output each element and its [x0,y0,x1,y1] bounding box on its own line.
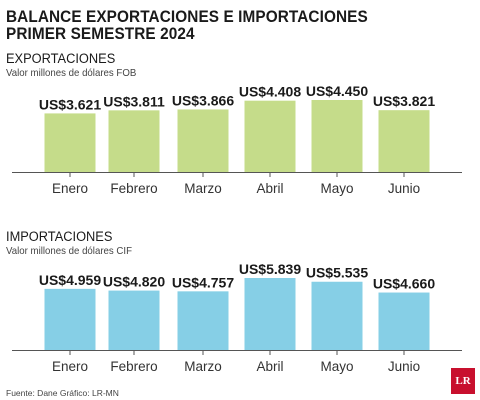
lr-logo: LR [451,368,475,394]
chart-title-line2: PRIMER SEMESTRE 2024 [6,25,195,43]
chart-title: BALANCE EXPORTACIONES E IMPORTACIONES PR… [6,9,443,43]
imports-value-label-febrero: US$4.820 [103,274,165,290]
exports-category-label-febrero: Febrero [110,181,157,196]
exports-value-label-abril: US$4.408 [239,84,301,100]
imports-title: IMPORTACIONES [6,229,113,244]
exports-bar-febrero [108,110,160,172]
imports-bar-chart: US$4.959 Enero US$4.820 Febrero US$4.757 Marz… [12,261,462,374]
imports-bar-abril [244,278,296,350]
exports-category-label-junio: Junio [388,181,420,196]
imports-category-label-enero: Enero [52,359,88,374]
imports-category-label-junio: Junio [388,359,420,374]
imports-value-label-abril: US$5.839 [239,261,301,277]
exports-value-label-febrero: US$3.811 [103,93,165,109]
exports-category-label-abril: Abril [256,181,283,196]
exports-title: EXPORTACIONES [6,51,116,66]
imports-value-label-junio: US$4.660 [373,276,435,292]
imports-bar-mayo [311,281,363,350]
imports-category-label-marzo: Marzo [184,359,222,374]
exports-bar-junio [378,110,430,172]
imports-value-label-mayo: US$5.535 [306,265,368,281]
exports-category-label-enero: Enero [52,181,88,196]
exports-category-label-mayo: Mayo [320,181,353,196]
exports-subtitle: Valor millones de dólares FOB [6,67,137,79]
chart-title-line1: BALANCE EXPORTACIONES E IMPORTACIONES [6,8,368,26]
imports-value-label-enero: US$4.959 [39,272,101,288]
imports-bar-enero [44,288,96,350]
source-note: Fuente: Dane Gráfico: LR-MN [6,388,119,398]
exports-value-label-mayo: US$4.450 [306,83,368,99]
imports-bar-junio [378,292,430,350]
exports-bar-chart: US$3.621 Enero US$3.811 Febrero US$3.866 Marz… [12,83,462,196]
imports-category-label-mayo: Mayo [320,359,353,374]
exports-bar-marzo [177,109,229,172]
exports-category-label-marzo: Marzo [184,181,222,196]
imports-category-label-abril: Abril [256,359,283,374]
imports-subtitle: Valor millones de dólares CIF [6,245,132,257]
exports-bar-mayo [311,100,363,172]
imports-bar-febrero [108,290,160,350]
exports-value-label-junio: US$3.821 [373,93,435,109]
imports-value-label-marzo: US$4.757 [172,274,234,290]
exports-value-label-enero: US$3.621 [39,96,101,112]
exports-bar-abril [244,100,296,172]
imports-bar-marzo [177,291,229,350]
exports-bar-enero [44,113,96,172]
exports-value-label-marzo: US$3.866 [172,92,234,108]
imports-category-label-febrero: Febrero [110,359,157,374]
